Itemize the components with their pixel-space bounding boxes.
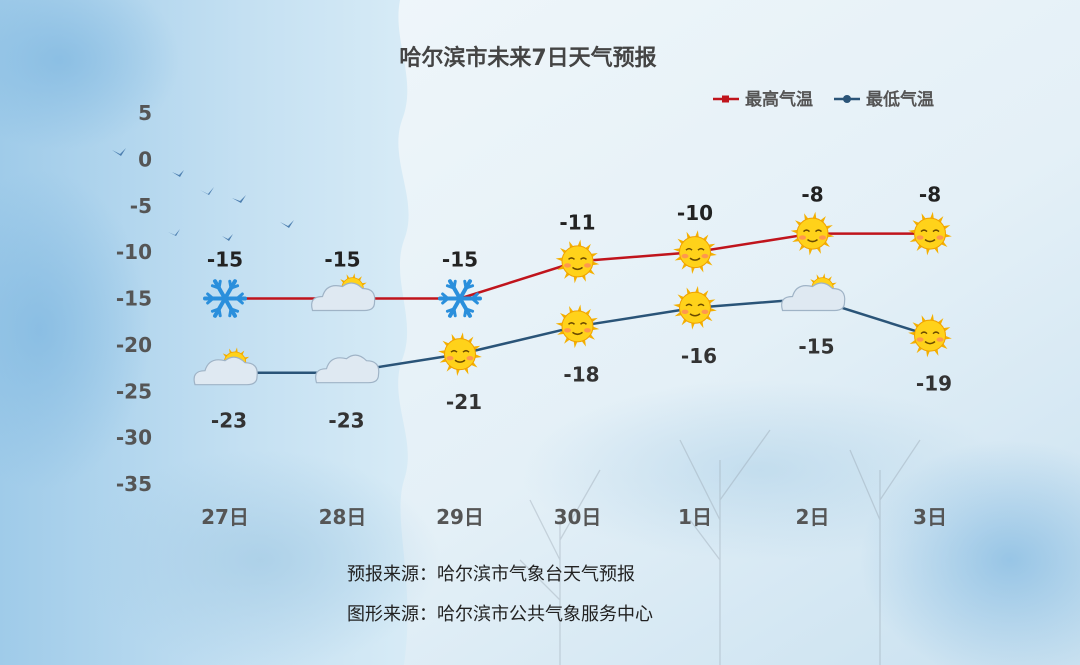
legend-item-low: 最低气温 (834, 89, 934, 110)
high-temp-label: -10 (677, 201, 713, 225)
x-tick-label: 3日 (913, 505, 947, 529)
x-tick-label: 29日 (436, 505, 484, 529)
y-tick-label: -25 (116, 379, 152, 403)
y-axis: 5 0 -5 -10 -15 -20 -25 -30 -35 (116, 101, 152, 496)
high-temp-label: -15 (324, 248, 360, 272)
graphic-source: 图形来源：哈尔滨市公共气象服务中心 (347, 604, 653, 625)
low-temp-label: -21 (446, 390, 482, 414)
snowflake-icon (438, 279, 482, 318)
low-temp-label: -23 (328, 409, 364, 433)
low-temp-label: -15 (798, 335, 834, 359)
high-temp-label: -15 (442, 248, 478, 272)
y-tick-label: 5 (138, 101, 152, 125)
x-tick-label: 28日 (319, 505, 367, 529)
y-tick-label: -10 (116, 240, 152, 264)
high-temp-label: -11 (559, 210, 595, 234)
x-tick-label: 30日 (554, 505, 602, 529)
x-tick-label: 2日 (796, 505, 830, 529)
sun-icon (908, 313, 952, 358)
sun-icon (673, 230, 717, 274)
sun-cloud-icon (193, 347, 258, 386)
birds-decoration (112, 148, 294, 241)
chart-title: 哈尔滨市未来7日天气预报 (399, 45, 656, 71)
sun-cloud-icon (781, 273, 846, 312)
y-tick-label: -20 (116, 333, 152, 357)
sun-icon (908, 211, 952, 256)
sun-cloud-icon (311, 273, 376, 312)
high-temp-label: -8 (919, 183, 941, 207)
sun-icon (555, 239, 600, 284)
x-axis: 27日 28日 29日 30日 1日 2日 3日 (201, 505, 947, 529)
low-temp-label: -16 (681, 344, 717, 368)
y-tick-label: -5 (130, 194, 152, 218)
legend-item-high: 最高气温 (713, 89, 813, 110)
y-tick-label: -30 (116, 426, 152, 450)
high-temp-label: -15 (207, 248, 243, 272)
snowflake-icon (203, 279, 247, 318)
low-temp-label: -23 (211, 409, 247, 433)
low-temp-label: -19 (916, 372, 952, 396)
sun-icon (673, 285, 717, 330)
x-tick-label: 1日 (678, 505, 712, 529)
legend-label-high: 最高气温 (745, 89, 813, 110)
x-tick-label: 27日 (201, 505, 249, 529)
weather-icons (193, 211, 952, 386)
data-labels: -15 -15 -15 -11 -10 -8 -8 -23 -23 -21 -18 -16 -15 -19 (207, 183, 952, 433)
legend: 最高气温 最低气温 (713, 89, 934, 110)
sun-icon (790, 211, 835, 256)
y-tick-label: -15 (116, 287, 152, 311)
forecast-source: 预报来源：哈尔滨市气象台天气预报 (347, 564, 635, 585)
legend-label-low: 最低气温 (866, 89, 934, 110)
sun-icon (438, 332, 482, 376)
y-tick-label: 0 (138, 147, 152, 171)
cloud-icon (315, 354, 380, 384)
sun-icon (555, 304, 600, 349)
high-temp-label: -8 (801, 183, 823, 207)
low-temp-label: -18 (563, 362, 599, 386)
y-tick-label: -35 (116, 472, 152, 496)
